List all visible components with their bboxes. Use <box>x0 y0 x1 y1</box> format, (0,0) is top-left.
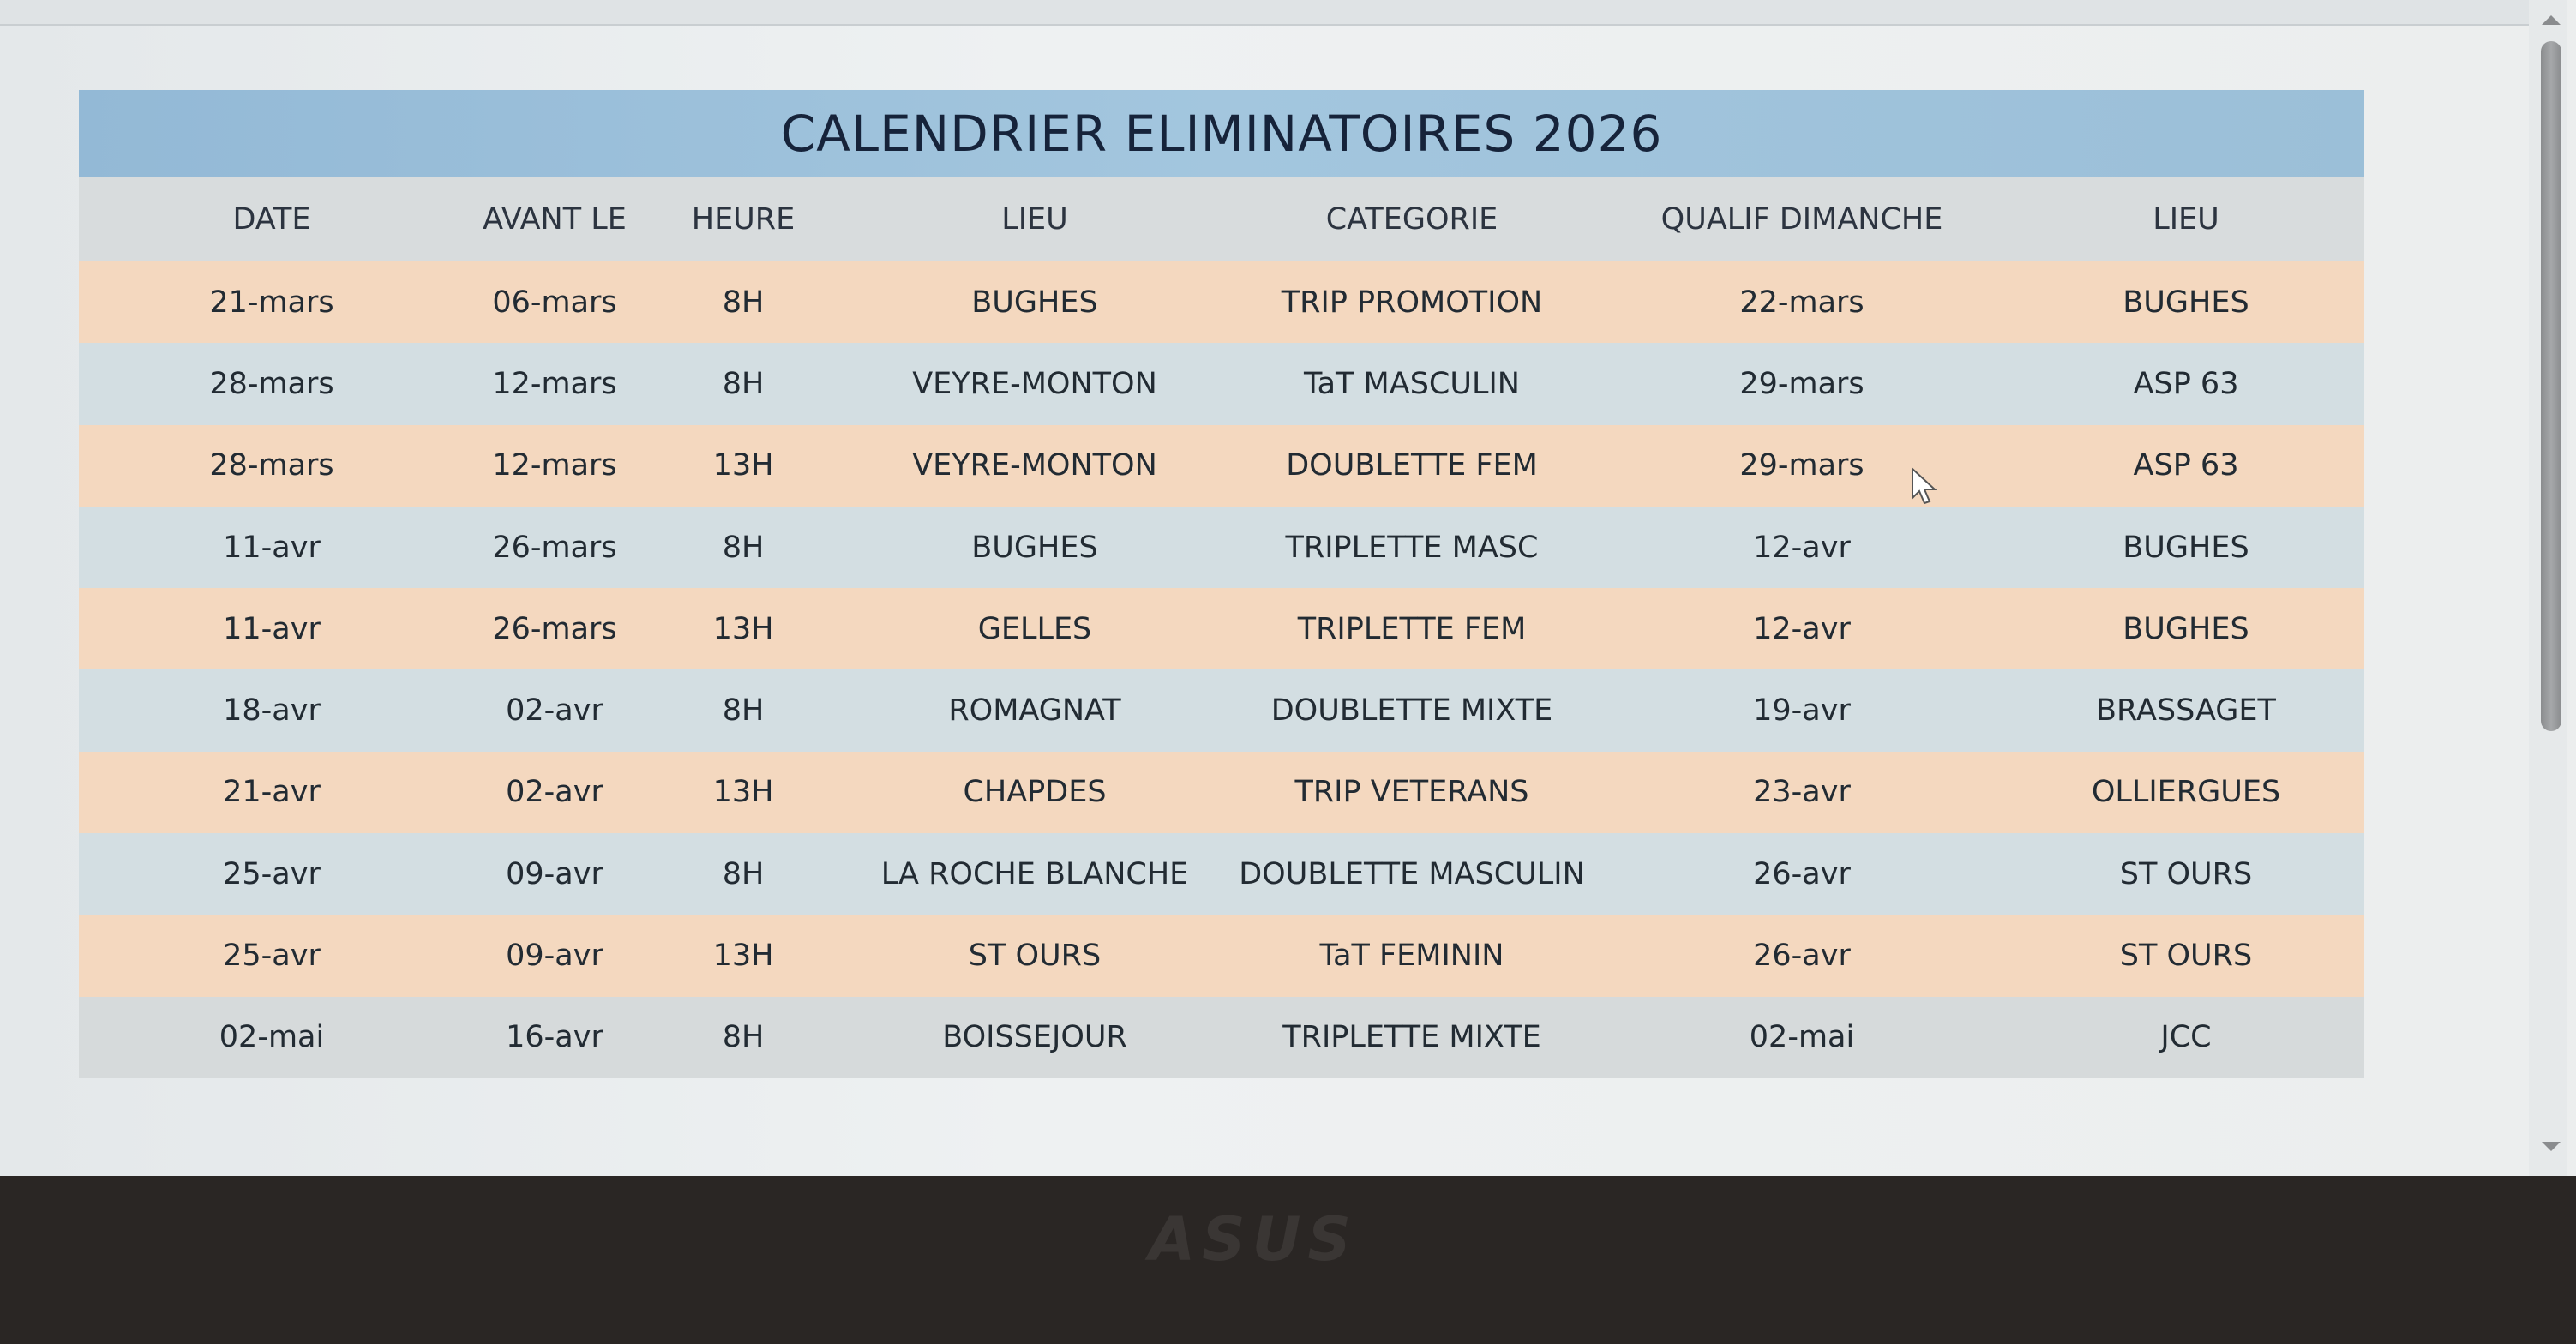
table-cell: 09-avr <box>506 856 603 891</box>
table-cell: BOISSEJOUR <box>942 1020 1127 1055</box>
table-cell: 8H <box>722 693 765 729</box>
column-header: HEURE <box>691 202 796 237</box>
table-cell: 8H <box>722 366 765 401</box>
table-cell: ST OURS <box>2119 939 2253 974</box>
table-cell: 11-avr <box>223 530 321 565</box>
table-row: 21-avr 02-avr 13H CHAPDES TRIP VETERANS 23-av… <box>79 751 2364 834</box>
table-cell: 21-avr <box>223 775 321 810</box>
table-cell: 28-mars <box>209 448 334 483</box>
table-cell: 12-mars <box>492 366 617 401</box>
table-cell: 29-mars <box>1739 366 1864 401</box>
scroll-down-arrow-icon[interactable] <box>2542 1142 2561 1151</box>
column-header: LIEU <box>2153 202 2219 237</box>
table-cell: BUGHES <box>2123 285 2249 320</box>
column-header: QUALIF DIMANCHE <box>1660 202 1943 237</box>
table-cell: 12-avr <box>1753 530 1851 565</box>
table-cell: 8H <box>722 285 765 320</box>
table-cell: 26-avr <box>1753 856 1851 891</box>
column-header: AVANT LE <box>483 202 627 237</box>
table-cell: 8H <box>722 1020 765 1055</box>
toolbar-strip <box>0 0 2529 26</box>
table-row: 25-avr 09-avr 8H LA ROCHE BLANCHE DOUBLETTE … <box>79 833 2364 915</box>
table-cell: BUGHES <box>2123 530 2249 565</box>
vertical-scrollbar[interactable] <box>2529 0 2567 1176</box>
table-cell: ST OURS <box>2119 856 2253 891</box>
table-cell: 06-mars <box>492 285 617 320</box>
table-cell: 18-avr <box>223 693 321 729</box>
table-cell: 25-avr <box>223 856 321 891</box>
table-row: 21-mars 06-mars 8H BUGHES TRIP PROMOTION 22-m… <box>79 261 2364 344</box>
screen: CALENDRIER ELIMINATOIRES 2026 DATE AVANT … <box>0 0 2576 1176</box>
table-cell: DOUBLETTE MIXTE <box>1270 693 1553 729</box>
column-header: DATE <box>232 202 311 237</box>
table-cell: 11-avr <box>223 611 321 646</box>
table-cell: 02-mai <box>1749 1020 1855 1055</box>
table-row: 28-mars 12-mars 13H VEYRE-MONTON DOUBLETTE F… <box>79 424 2364 507</box>
table-cell: 25-avr <box>223 939 321 974</box>
table-cell: 23-avr <box>1753 775 1851 810</box>
table-row: 02-mai 16-avr 8H BOISSEJOUR TRIPLETTE MIXTE 0… <box>79 996 2364 1078</box>
table-row: 11-avr 26-mars 8H BUGHES TRIPLETTE MASC 12-av… <box>79 506 2364 589</box>
calendar-table: CALENDRIER ELIMINATOIRES 2026 DATE AVANT … <box>79 90 2364 1078</box>
table-cell: 02-mai <box>219 1020 325 1055</box>
table-cell: 29-mars <box>1739 448 1864 483</box>
scroll-up-arrow-icon[interactable] <box>2542 15 2561 25</box>
table-cell: VEYRE-MONTON <box>912 366 1157 401</box>
column-header: CATEGORIE <box>1325 202 1498 237</box>
table-cell: 28-mars <box>209 366 334 401</box>
table-cell: ROMAGNAT <box>948 693 1121 729</box>
table-cell: VEYRE-MONTON <box>912 448 1157 483</box>
table-cell: ST OURS <box>968 939 1102 974</box>
table-cell: 02-avr <box>506 693 603 729</box>
table-cell: 13H <box>712 448 774 483</box>
table-cell: BUGHES <box>2123 611 2249 646</box>
table-cell: TaT FEMININ <box>1319 939 1504 974</box>
table-cell: 19-avr <box>1753 693 1851 729</box>
table-title: CALENDRIER ELIMINATOIRES 2026 <box>79 90 2364 177</box>
table-cell: TRIPLETTE MIXTE <box>1282 1020 1541 1055</box>
column-header: LIEU <box>1001 202 1068 237</box>
table-cell: ASP 63 <box>2133 366 2239 401</box>
table-row: 28-mars 12-mars 8H VEYRE-MONTON TaT MASCULIN… <box>79 343 2364 425</box>
table-cell: 8H <box>722 530 765 565</box>
table-cell: JCC <box>2160 1020 2212 1055</box>
table-cell: TRIPLETTE FEM <box>1297 611 1527 646</box>
table-row: 11-avr 26-mars 13H GELLES TRIPLETTE FEM 12-av… <box>79 588 2364 670</box>
table-row: 25-avr 09-avr 13H ST OURS TaT FEMININ 26-avr S… <box>79 915 2364 997</box>
table-row: 18-avr 02-avr 8H ROMAGNAT DOUBLETTE MIXTE 19-… <box>79 669 2364 752</box>
table-cell: BUGHES <box>971 530 1098 565</box>
table-cell: 22-mars <box>1739 285 1864 320</box>
header-row: DATE AVANT LE HEURE LIEU CATEGORIE QUALIF DIM… <box>79 177 2364 261</box>
table-cell: OLLIERGUES <box>2091 775 2281 810</box>
table-cell: TaT MASCULIN <box>1304 366 1520 401</box>
table-cell: 13H <box>712 939 774 974</box>
table-cell: 21-mars <box>209 285 334 320</box>
table-cell: ASP 63 <box>2133 448 2239 483</box>
table-cell: CHAPDES <box>963 775 1107 810</box>
table-cell: 26-mars <box>492 611 617 646</box>
table-cell: 13H <box>712 611 774 646</box>
table-cell: GELLES <box>977 611 1092 646</box>
table-cell: BUGHES <box>971 285 1098 320</box>
table-cell: 16-avr <box>506 1020 603 1055</box>
table-cell: TRIP VETERANS <box>1294 775 1529 810</box>
table-cell: DOUBLETTE MASCULIN <box>1239 856 1585 891</box>
table-cell: TRIP PROMOTION <box>1281 285 1543 320</box>
table-cell: 26-mars <box>492 530 617 565</box>
table-cell: 09-avr <box>506 939 603 974</box>
table-cell: TRIPLETTE MASC <box>1285 530 1539 565</box>
table-cell: DOUBLETTE FEM <box>1286 448 1538 483</box>
table-cell: BRASSAGET <box>2096 693 2276 729</box>
scrollbar-thumb[interactable] <box>2541 41 2561 731</box>
table-cell: 02-avr <box>506 775 603 810</box>
table-cell: 8H <box>722 856 765 891</box>
table-cell: 26-avr <box>1753 939 1851 974</box>
asus-logo: ASUS <box>1149 1204 1358 1275</box>
table-cell: LA ROCHE BLANCHE <box>880 856 1189 891</box>
table-cell: 12-avr <box>1753 611 1851 646</box>
table-cell: 12-mars <box>492 448 617 483</box>
table-cell: 13H <box>712 775 774 810</box>
